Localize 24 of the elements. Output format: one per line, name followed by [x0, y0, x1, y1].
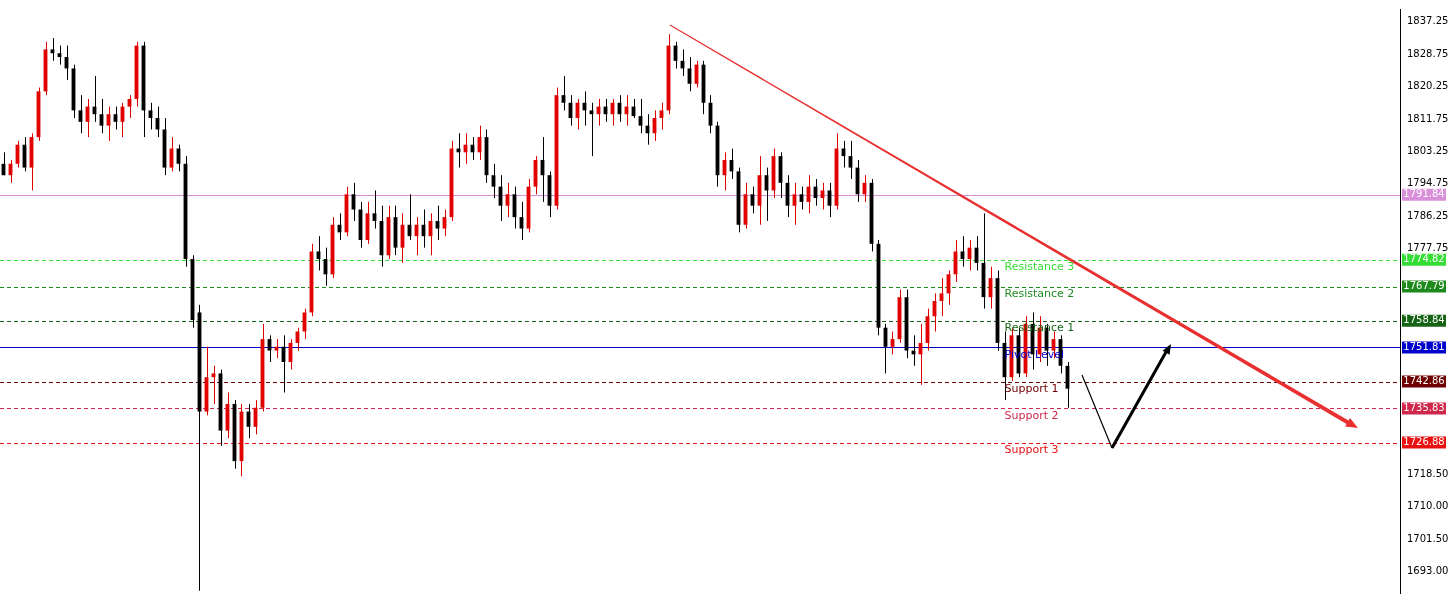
ref-line-label: Resistance 2 [1004, 286, 1075, 300]
text: 1791.84 [1403, 188, 1445, 200]
text: 1767.79 [1403, 280, 1445, 292]
y-tick-label: 1693.00 [1407, 565, 1448, 577]
y-tick-label: 1701.50 [1407, 532, 1448, 544]
text: 1758.84 [1403, 314, 1445, 326]
ref-line-label: Support 3 [1004, 442, 1059, 456]
text: 1742.86 [1403, 375, 1445, 387]
ref-line-label: Resistance 3 [1004, 260, 1075, 274]
text: 1751.81 [1403, 341, 1445, 353]
y-tick-label: 1710.00 [1407, 500, 1448, 512]
ref-line-label: Support 2 [1004, 408, 1059, 422]
text: 1735.83 [1403, 401, 1445, 413]
y-tick-label: 1820.25 [1407, 80, 1448, 92]
y-tick-label: 1803.25 [1407, 144, 1448, 156]
y-tick-label: 1718.50 [1407, 468, 1448, 480]
y-tick-label: 1811.75 [1407, 112, 1448, 124]
y-tick-label: 1837.25 [1407, 15, 1448, 27]
y-tick-label: 1828.75 [1407, 47, 1448, 59]
y-tick-label: 1786.25 [1407, 209, 1448, 221]
text: 1774.82 [1403, 253, 1445, 265]
text: 1726.88 [1403, 436, 1445, 448]
y-tick-label: 1794.75 [1407, 177, 1448, 189]
y-tick-label: 1777.75 [1407, 242, 1448, 254]
